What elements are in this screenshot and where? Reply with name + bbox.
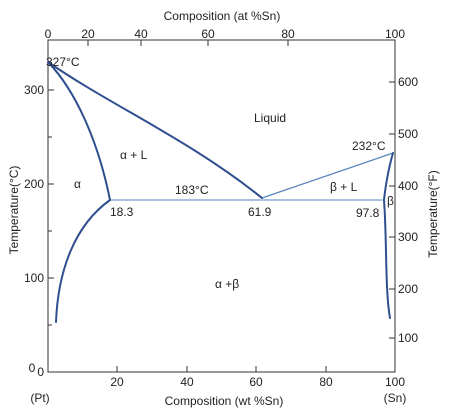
pb-liquidus-line [47,61,263,199]
left-tick-label: 300 [24,83,44,97]
plot-frame [47,39,396,373]
bottom-axis-title: Composition (wt %Sn) [165,394,284,408]
top-tick-label: 20 [81,27,95,41]
bottom-tick-label: 20 [110,375,124,389]
beta-limit-label: 97.8 [356,206,380,220]
right-axis-title: Temperature(°F) [426,170,440,258]
right-tick-label: 300 [398,230,418,244]
bottom-tick-label: 100 [385,375,405,389]
liquid-region-label: Liquid [254,111,286,125]
beta-solvus-line [383,199,391,319]
left-tick-label: 100 [24,271,44,285]
alpha-region-label: α [74,177,81,191]
alpha-liquid-region-label: α + L [120,148,148,162]
bottom-tick-label: 0 [29,361,36,375]
right-tick-label: 400 [398,179,418,193]
sn-liquidus-line [261,152,394,199]
sn-solidus-line [383,152,394,201]
right-tick-label: 500 [398,127,418,141]
right-tick-label: 600 [398,75,418,89]
left-axis-ticks [48,89,54,373]
left-tick-label: 200 [24,177,44,191]
left-tick-label: 0 [37,365,44,379]
alpha-solvus-line [55,199,111,323]
beta-liquid-region-label: β + L [330,180,358,194]
beta-region-label: β [387,194,394,208]
right-tick-label: 100 [398,331,418,345]
top-axis-ticks [47,40,396,46]
alpha-beta-region-label: α +β [215,277,239,291]
sn-melting-label: 232°C [352,139,386,153]
alpha-limit-label: 18.3 [110,205,134,219]
top-tick-label: 0 [45,27,52,41]
left-axis-title: Temperature(°C) [7,166,21,255]
right-axis-ticks [389,81,395,339]
pb-solidus-line [47,61,111,201]
right-tick-label: 200 [398,282,418,296]
bottom-axis-ticks [47,366,396,372]
top-tick-label: 40 [134,27,148,41]
pb-melting-label: 327°C [46,55,80,69]
bottom-tick-label: 80 [319,375,333,389]
eutectic-temp-label: 183°C [175,183,209,197]
top-tick-label: 80 [281,27,295,41]
right-element-label: (Sn) [384,391,407,405]
top-tick-label: 60 [201,27,215,41]
bottom-tick-label: 60 [249,375,263,389]
left-element-label: (Pt) [30,391,49,405]
eutectic-comp-label: 61.9 [248,205,272,219]
top-tick-label: 100 [385,27,405,41]
top-axis-title: Composition (at %Sn) [164,9,281,23]
bottom-tick-label: 40 [180,375,194,389]
